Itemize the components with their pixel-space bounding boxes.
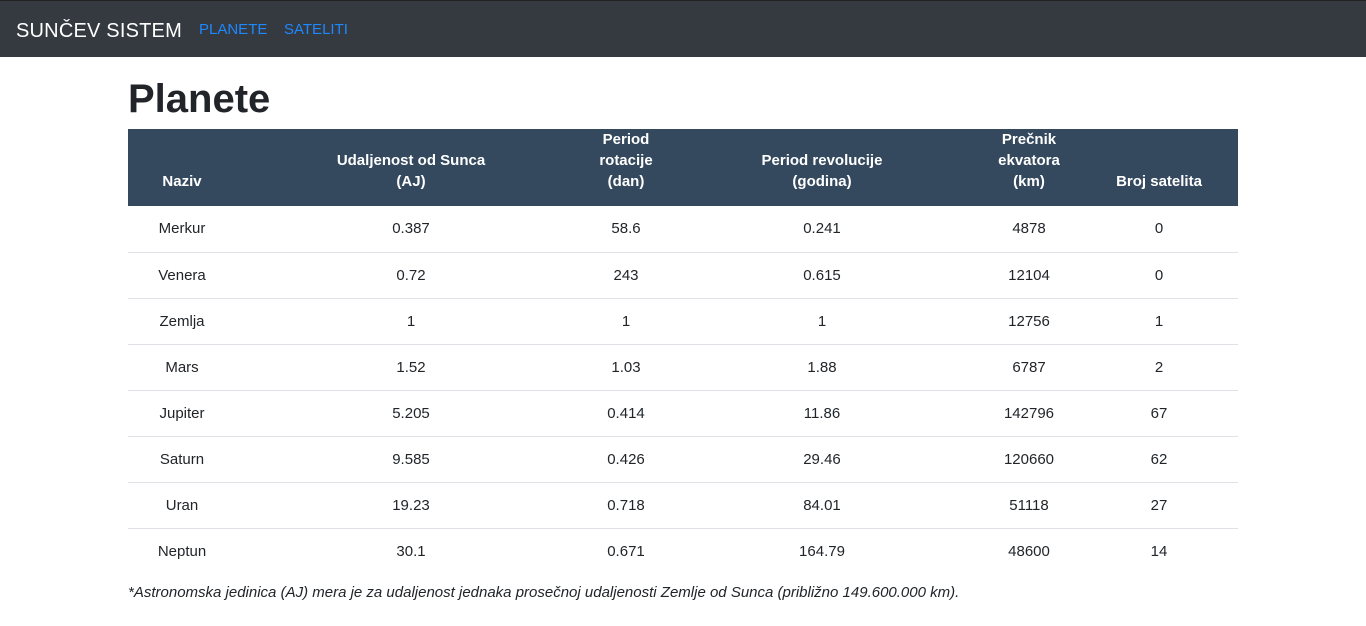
table-row: Uran 19.23 0.718 84.01 51118 27 bbox=[128, 481, 1238, 528]
cell-period-rotacije: 243 bbox=[586, 251, 666, 298]
cell-period-rotacije: 1.03 bbox=[586, 343, 666, 390]
table-header-row: Naziv Udaljenost od Sunca (AJ) Period rot… bbox=[128, 129, 1238, 206]
cell-period-rotacije: 0.718 bbox=[586, 481, 666, 528]
header-naziv: Naziv bbox=[128, 129, 236, 206]
nav-link-planete[interactable]: PLANETE bbox=[199, 21, 268, 38]
cell-naziv: Merkur bbox=[158, 220, 206, 238]
cell-precnik: 51118 bbox=[978, 481, 1080, 528]
cell-naziv: Saturn bbox=[128, 435, 236, 482]
cell-precnik: 142796 bbox=[978, 389, 1080, 436]
cell-period-revolucije: 84.01 bbox=[666, 481, 978, 528]
cell-naziv: Jupiter bbox=[128, 389, 236, 436]
table-row: Jupiter 5.205 0.414 11.86 142796 67 bbox=[128, 389, 1238, 436]
cell-broj-satelita: 14 bbox=[1080, 527, 1238, 574]
cell-precnik: 12756 bbox=[978, 297, 1080, 344]
cell-precnik: 48600 bbox=[978, 527, 1080, 574]
cell-naziv: Uran bbox=[128, 481, 236, 528]
table-row: Merkur 0.387 58.6 0.241 4878 0 bbox=[128, 206, 1238, 252]
header-broj-satelita: Broj satelita bbox=[1080, 129, 1238, 206]
cell-naziv: Neptun bbox=[128, 527, 236, 574]
header-precnik-line2: (km) bbox=[1013, 173, 1045, 190]
cell-period-revolucije: 164.79 bbox=[666, 527, 978, 574]
cell-period-revolucije: 1.88 bbox=[666, 343, 978, 390]
nav-link-sateliti[interactable]: SATELITI bbox=[284, 21, 348, 38]
cell-naziv: Mars bbox=[128, 343, 236, 390]
cell-period-rotacije: 1 bbox=[586, 297, 666, 344]
cell-period-rotacije: 58.6 bbox=[611, 220, 641, 238]
cell-precnik: 6787 bbox=[978, 343, 1080, 390]
cell-udaljenost: 9.585 bbox=[236, 435, 586, 482]
header-broj-satelita-line2: Broj satelita bbox=[1116, 173, 1202, 190]
header-period-rotacije-line1: Period rotacije bbox=[599, 131, 653, 169]
planet-table: Naziv Udaljenost od Sunca (AJ) Period rot… bbox=[128, 129, 1238, 574]
cell-period-revolucije: 29.46 bbox=[666, 435, 978, 482]
cell-precnik: 120660 bbox=[978, 435, 1080, 482]
cell-broj-satelita: 27 bbox=[1080, 481, 1238, 528]
cell-naziv: Zemlja bbox=[128, 297, 236, 344]
cell-period-rotacije: 0.426 bbox=[586, 435, 666, 482]
cell-broj-satelita: 67 bbox=[1080, 389, 1238, 436]
cell-broj-satelita: 0 bbox=[1154, 220, 1164, 238]
cell-period-revolucije: 0.241 bbox=[803, 220, 841, 238]
cell-udaljenost: 1.52 bbox=[236, 343, 586, 390]
table-row: Venera 0.72 243 0.615 12104 0 bbox=[128, 251, 1238, 298]
header-period-revolucije: Period revolucije (godina) bbox=[666, 129, 978, 206]
cell-naziv: Venera bbox=[128, 251, 236, 298]
header-period-rotacije-line2: (dan) bbox=[607, 173, 645, 190]
table-body: Merkur 0.387 58.6 0.241 4878 0 Venera 0.72 243 0.… bbox=[128, 206, 1238, 574]
cell-broj-satelita: 2 bbox=[1080, 343, 1238, 390]
cell-precnik: 4878 bbox=[1012, 220, 1046, 238]
cell-udaljenost: 30.1 bbox=[236, 527, 586, 574]
cell-udaljenost: 5.205 bbox=[236, 389, 586, 436]
cell-period-revolucije: 0.615 bbox=[666, 251, 978, 298]
header-period-revolucije-line1: Period revolucije bbox=[761, 152, 883, 169]
table-row: Saturn 9.585 0.426 29.46 120660 62 bbox=[128, 435, 1238, 482]
table-row: Mars 1.52 1.03 1.88 6787 2 bbox=[128, 343, 1238, 390]
table-row: Neptun 30.1 0.671 164.79 48600 14 bbox=[128, 527, 1238, 574]
cell-broj-satelita: 62 bbox=[1080, 435, 1238, 482]
footnote: *Astronomska jedinica (AJ) mera je za ud… bbox=[128, 584, 960, 601]
navbar: SUNČEV SISTEM PLANETE SATELITI bbox=[0, 0, 1366, 57]
page-title: Planete bbox=[128, 77, 271, 121]
cell-udaljenost: 0.387 bbox=[392, 220, 430, 238]
table-header: Naziv Udaljenost od Sunca (AJ) Period rot… bbox=[128, 129, 1238, 206]
header-udaljenost: Udaljenost od Sunca (AJ) bbox=[236, 129, 586, 206]
navbar-brand[interactable]: SUNČEV SISTEM bbox=[16, 20, 182, 42]
cell-precnik: 12104 bbox=[978, 251, 1080, 298]
header-udaljenost-line1: Udaljenost od Sunca bbox=[336, 152, 486, 169]
cell-udaljenost: 1 bbox=[236, 297, 586, 344]
header-precnik-line1: Prečnik ekvatora bbox=[998, 131, 1060, 169]
table-row: Zemlja 1 1 1 12756 1 bbox=[128, 297, 1238, 344]
cell-udaljenost: 0.72 bbox=[236, 251, 586, 298]
header-udaljenost-line2: (AJ) bbox=[396, 173, 426, 190]
cell-period-revolucije: 1 bbox=[666, 297, 978, 344]
cell-broj-satelita: 1 bbox=[1080, 297, 1238, 344]
cell-udaljenost: 19.23 bbox=[236, 481, 586, 528]
cell-period-revolucije: 11.86 bbox=[666, 389, 978, 436]
header-period-revolucije-line2: (godina) bbox=[792, 173, 852, 190]
header-precnik: Prečnik ekvatora (km) bbox=[978, 129, 1080, 206]
header-naziv-line2: Naziv bbox=[162, 173, 202, 190]
cell-period-rotacije: 0.671 bbox=[586, 527, 666, 574]
cell-broj-satelita: 0 bbox=[1080, 251, 1238, 298]
cell-period-rotacije: 0.414 bbox=[586, 389, 666, 436]
header-period-rotacije: Period rotacije (dan) bbox=[586, 129, 666, 206]
